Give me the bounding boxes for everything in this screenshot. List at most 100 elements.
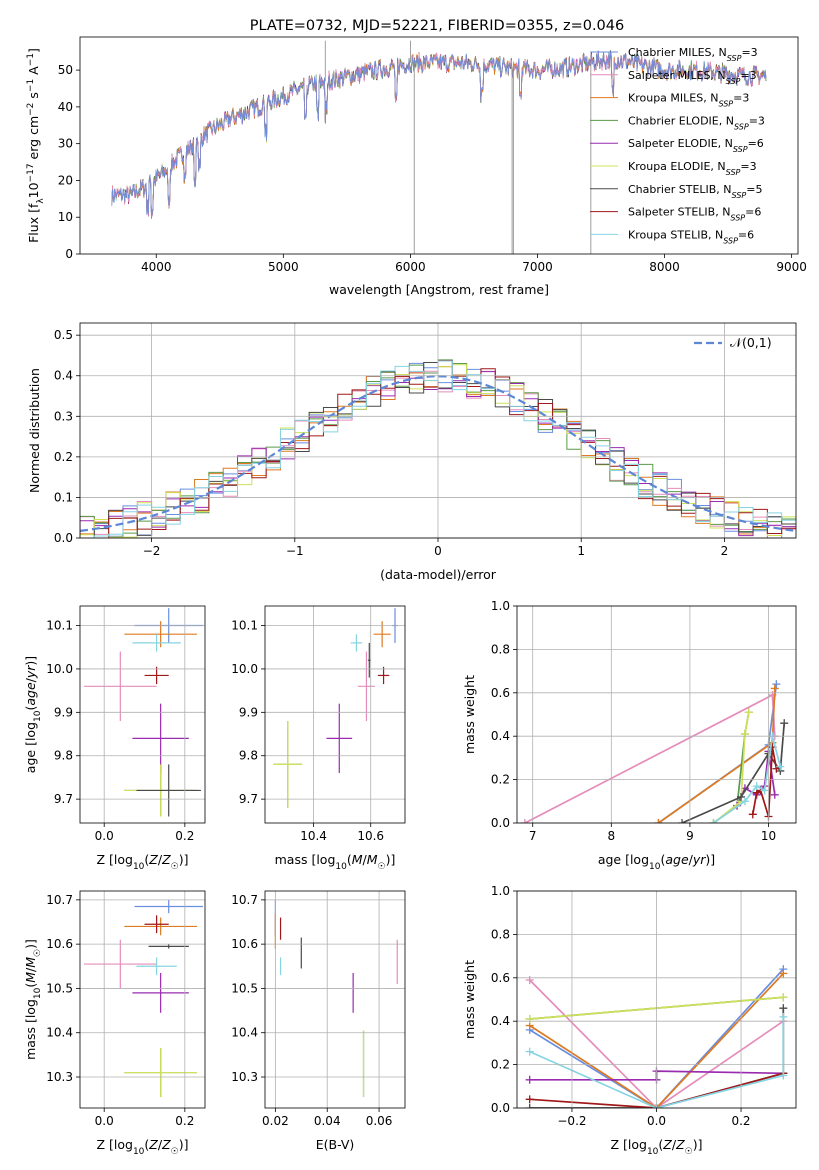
spectrum-xlabel: wavelength [Angstrom, rest frame] xyxy=(329,282,549,297)
weight-marker-krou_elodie xyxy=(740,730,749,739)
label-span: Flux [f xyxy=(26,203,41,243)
y-tick-label: 9.7 xyxy=(239,792,258,806)
label-span: / xyxy=(672,1137,677,1152)
weight-marker-salp_miles xyxy=(525,975,534,984)
y-tick-label: 10.1 xyxy=(231,619,258,633)
legend-label-chab_elodie: Chabrier ELODIE, NSSP=3 xyxy=(628,114,765,130)
legend-sub: SSP xyxy=(733,145,748,154)
label-span: −1 xyxy=(26,79,36,92)
weight-marker-krou_stelib xyxy=(776,762,785,771)
label-span: Z [log xyxy=(96,852,132,867)
label-span: )] xyxy=(693,1137,703,1152)
weight-line-krou_stelib xyxy=(713,735,782,823)
axes-frame xyxy=(79,890,206,1109)
label-span: 10 xyxy=(647,1147,659,1157)
weight-marker-krou_miles xyxy=(779,969,788,978)
label-span: ☉ xyxy=(685,1147,693,1157)
y-tick-label: 1.0 xyxy=(491,884,510,898)
y-tick-label: 0.6 xyxy=(491,686,510,700)
y-tick-label: 10.0 xyxy=(46,662,73,676)
y-tick-label: 10.3 xyxy=(231,1070,258,1084)
y-tick-label: 10.6 xyxy=(231,937,258,951)
legend-label-krou_elodie: Kroupa ELODIE, NSSP=3 xyxy=(628,160,757,177)
x-tick-label: 0.04 xyxy=(314,1114,341,1128)
y-tick-label: 0.0 xyxy=(491,816,510,830)
label-span: M xyxy=(367,852,378,867)
legend-label-salp_stelib: Salpeter STELIB, NSSP=6 xyxy=(628,206,761,223)
axes-mass_weight_vs_Z: −0.2 0.0 0.20.00.20.40.60.81.0Z [log10(Z/Z… xyxy=(462,884,797,1157)
label-span: Z xyxy=(148,852,158,867)
x-tick-label: 6000 xyxy=(395,260,426,274)
residuals-ylabel: Normed distribution xyxy=(27,368,42,493)
mass_weight_vs_Z-ylabel: mass weight xyxy=(462,960,477,1039)
label-span: Z xyxy=(161,1137,171,1152)
spectrum-ylabel: Flux [fλ10−17 erg cm−2 s−1 A−1] xyxy=(26,48,46,243)
mass_vs_Z-xlabel: Z [log10(Z/Z☉)] xyxy=(96,1137,188,1157)
y-tick-label: 9.9 xyxy=(239,705,258,719)
y-tick-label: 10.7 xyxy=(46,893,73,907)
x-tick-label: 9000 xyxy=(776,260,807,274)
weight-marker-krou_miles xyxy=(770,684,779,693)
legend-val: =6 xyxy=(738,228,754,241)
legend-text: Salpeter MILES, N xyxy=(628,69,726,82)
label-span: 10 xyxy=(133,862,145,872)
mass_vs_Z-ylabel: mass [log10(M/M☉)] xyxy=(23,939,43,1060)
y-tick-label: 0.0 xyxy=(54,531,73,545)
legend-val: =3 xyxy=(740,160,756,173)
label-span: ( xyxy=(144,1137,149,1152)
label-span: )] xyxy=(23,656,38,666)
legend-sub: SSP xyxy=(726,168,741,177)
label-span: A xyxy=(26,66,41,79)
label-span: yr xyxy=(692,852,706,867)
x-tick-label: 8000 xyxy=(649,260,680,274)
legend-label-krou_stelib: Kroupa STELIB, NSSP=6 xyxy=(628,228,754,245)
weight-line-chab_miles xyxy=(658,683,778,823)
x-tick-label: 10.6 xyxy=(357,829,384,843)
plot-area-age_vs_mass xyxy=(273,608,398,808)
figure-title: PLATE=0732, MJD=52221, FIBERID=0355, z=0… xyxy=(250,18,624,34)
x-tick-label: 5000 xyxy=(268,260,299,274)
weight-marker-chab_stelib xyxy=(525,1104,534,1108)
label-span: ( xyxy=(658,1137,663,1152)
legend-text: Salpeter STELIB, N xyxy=(628,206,730,219)
mass_weight_vs_Z-xlabel: Z [log10(Z/Z☉)] xyxy=(610,1137,702,1157)
axes-frame xyxy=(79,322,797,539)
label-span: Z xyxy=(675,1137,685,1152)
legend-text: Chabrier MILES, N xyxy=(628,46,727,59)
weight-marker-chab_miles xyxy=(772,680,781,689)
legend-label-normal: 𝒩(0,1) xyxy=(730,335,772,350)
x-tick-label: 0.02 xyxy=(262,1114,289,1128)
legend-text: Kroupa ELODIE, N xyxy=(628,160,726,173)
legend-sub: SSP xyxy=(732,190,747,199)
label-span: Z [log xyxy=(96,1137,132,1152)
x-tick-label: −0.2 xyxy=(557,1114,586,1128)
label-span: E(B-V) xyxy=(316,1137,355,1152)
label-span: age xyxy=(23,682,38,706)
weight-marker-krou_elodie xyxy=(744,708,753,717)
label-span: ( xyxy=(23,706,38,711)
label-span: 10 xyxy=(335,862,347,872)
legend-text: Kroupa STELIB, N xyxy=(628,228,723,241)
label-span: mass [log xyxy=(23,999,38,1060)
x-tick-label: 10.4 xyxy=(300,829,327,843)
label-span: ( xyxy=(660,852,665,867)
axes-residuals: −2 −1 0 1 2 0.0 0.1 0.2 0.3 0.4 0.5 (data-model)/er… xyxy=(27,322,797,582)
y-tick-label: 0.2 xyxy=(491,1058,510,1072)
age_vs_Z-ylabel: age [log10(age/yr)] xyxy=(23,656,43,773)
legend-text: Kroupa MILES, N xyxy=(628,92,718,105)
label-span: ( xyxy=(23,983,38,988)
legend-sub: SSP xyxy=(718,99,733,108)
weight-marker-salp_stelib xyxy=(748,810,757,819)
y-tick-label: 0.4 xyxy=(54,369,73,383)
label-span: Z xyxy=(662,1137,672,1152)
axes-frame xyxy=(264,890,406,1109)
y-tick-label: 0.0 xyxy=(491,1101,510,1115)
label-span: 10 xyxy=(33,987,43,999)
label-span: 10 xyxy=(26,182,41,198)
legend-val: =3 xyxy=(749,114,765,127)
label-span: / xyxy=(158,852,163,867)
y-tick-label: 0.5 xyxy=(54,328,73,342)
label-span: −1 xyxy=(26,53,36,66)
y-tick-label: 0.1 xyxy=(54,490,73,504)
weight-marker-krou_elodie xyxy=(779,993,788,1002)
